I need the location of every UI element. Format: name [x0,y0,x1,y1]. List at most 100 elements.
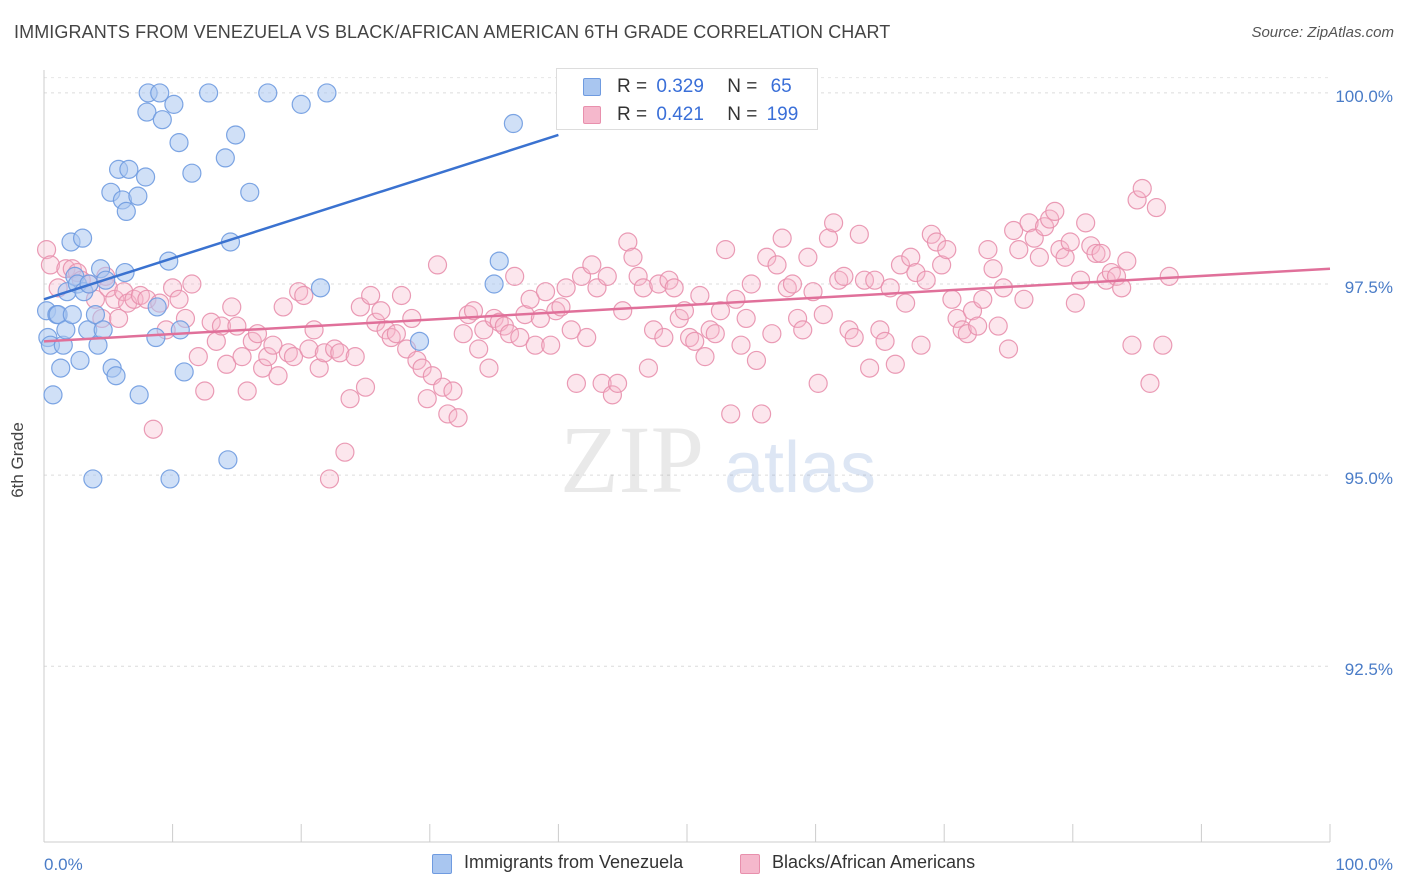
data-point [226,125,246,145]
watermark: ZIP atlas [560,406,876,513]
data-point [412,358,432,378]
y-tick-label: 95.0% [1345,469,1393,488]
data-point [36,240,57,260]
data-point [85,304,106,325]
data-point [273,297,293,317]
data-point [988,316,1008,336]
data-point [116,201,136,222]
data-point [1112,278,1132,298]
data-point [169,133,189,153]
data-point [525,335,545,355]
data-point [291,94,311,114]
data-point [618,232,638,252]
data-point [70,350,90,371]
data-point [643,320,664,340]
data-point [391,285,412,306]
data-point [983,259,1003,279]
y-tick-label: 100.0% [1335,87,1393,106]
data-point [937,240,957,260]
data-point [146,327,166,348]
data-point [911,335,931,355]
data-point [561,320,581,340]
data-point [710,301,731,321]
data-point [829,270,849,290]
r-value-blacks: 0.421 [656,104,704,125]
data-point [623,247,643,267]
data-point [721,404,741,424]
data-point [240,182,260,202]
data-point [818,228,839,248]
data-point [499,324,520,344]
data-point [62,304,82,325]
legend-swatch-venezuela [432,854,452,874]
data-point [43,385,63,405]
legend-label-venezuela: Immigrants from Venezuela [464,852,684,872]
data-point [199,83,219,103]
data-point [1140,373,1160,393]
data-point [232,347,252,367]
data-point [258,83,278,103]
data-point [808,373,828,393]
data-point [700,320,720,340]
chart-title: IMMIGRANTS FROM VENEZUELA VS BLACK/AFRIC… [14,22,891,42]
r-value-venezuela: 0.329 [656,76,704,97]
data-point [757,247,777,267]
data-point [469,339,489,359]
data-point [409,331,430,351]
data-point [633,278,653,298]
x-tick-label: 100.0% [1335,855,1393,874]
data-point [268,366,288,386]
data-point [916,270,936,290]
data-point [458,304,478,325]
data-point [1019,213,1039,233]
data-point [715,240,736,260]
data-point [381,327,401,348]
data-point [896,293,916,313]
data-point [870,320,890,340]
r-label: R = [617,104,648,125]
data-point [777,278,797,298]
data-point [741,274,761,294]
data-point [705,324,725,344]
n-value-venezuela: 65 [770,76,792,97]
n-label: N = [727,104,758,125]
data-point [1014,289,1034,309]
watermark-atlas: atlas [724,428,876,508]
data-point [978,240,998,260]
axes [43,70,1331,843]
data-point [361,285,381,306]
data-point [135,167,156,187]
data-point [119,159,139,179]
data-point [865,270,885,290]
data-point [222,297,242,317]
data-point [1132,178,1152,199]
data-point [340,389,360,409]
tick-labels: 100.0% 97.5% 95.0% 92.5% 0.0% 100.0% [44,87,1393,874]
data-point [767,255,787,275]
trend-lines [43,133,1331,343]
data-point [1029,247,1049,267]
data-point [901,247,921,267]
legend-label-blacks: Blacks/African Americans [772,852,976,872]
data-point [304,320,324,340]
data-point [535,282,556,302]
data-point [746,350,767,371]
data-point [875,331,895,351]
data-point [1004,220,1024,241]
data-point [1076,213,1096,233]
data-point [427,255,448,275]
data-point [649,274,669,294]
y-tick-label: 92.5% [1345,660,1393,679]
data-point [182,163,202,183]
data-point [325,339,345,359]
data-point [510,327,530,348]
data-point [844,327,864,348]
data-point [128,186,148,206]
data-point [309,358,329,378]
data-point [885,354,905,374]
data-point [443,381,463,401]
data-point [371,301,391,321]
series-blacks-african-americans [36,178,1179,489]
data-point [679,327,700,348]
